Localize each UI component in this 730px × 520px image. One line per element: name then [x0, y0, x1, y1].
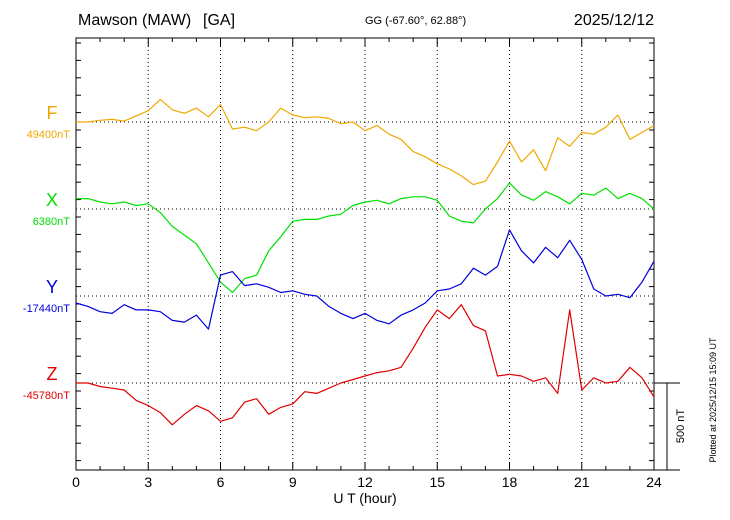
series-labels: F 49400nT X 6380nT Y -17440nT Z -45780nT: [23, 103, 70, 402]
coords-label: GG (-67.60°, 62.88°): [365, 15, 466, 27]
series-baseline-y: -17440nT: [23, 303, 70, 315]
scale-bar-label: 500 nT: [675, 409, 687, 444]
series-baseline-f: 49400nT: [27, 129, 71, 141]
x-axis-label: U T (hour): [333, 490, 396, 506]
series-line-x: [76, 182, 655, 294]
x-tick-label: 6: [217, 474, 225, 490]
series-baseline-x: 6380nT: [33, 216, 71, 228]
station-title: Mawson (MAW): [78, 12, 191, 29]
x-tick-labels: 0 3 6 9 12 15 18 21 24: [72, 474, 662, 490]
x-tick-label: 21: [574, 474, 590, 490]
station-tag: [GA]: [203, 12, 235, 29]
x-tick-label: 3: [144, 474, 152, 490]
series-line-y: [75, 229, 655, 330]
series-line-f: [76, 98, 655, 186]
x-tick-label: 15: [429, 474, 445, 490]
x-tick-label: 24: [646, 474, 662, 490]
axis-ticks: [75, 38, 655, 470]
series-label-f: F: [47, 103, 58, 123]
series-label-y: Y: [46, 277, 58, 297]
series-baseline-z: -45780nT: [23, 390, 70, 402]
series-label-x: X: [46, 190, 58, 210]
x-tick-label: 0: [72, 474, 80, 490]
series-line-z: [76, 304, 655, 426]
series-lines: [75, 98, 655, 426]
x-tick-label: 12: [357, 474, 373, 490]
date-label: 2025/12/12: [574, 12, 654, 29]
series-label-z: Z: [47, 364, 58, 384]
grid-lines: [76, 38, 654, 470]
plotted-at-note: Plotted at 2025/12/15 15:09 UT: [708, 337, 718, 463]
x-tick-label: 18: [502, 474, 518, 490]
scale-bar: 500 nT: [654, 382, 687, 471]
x-tick-label: 9: [289, 474, 297, 490]
